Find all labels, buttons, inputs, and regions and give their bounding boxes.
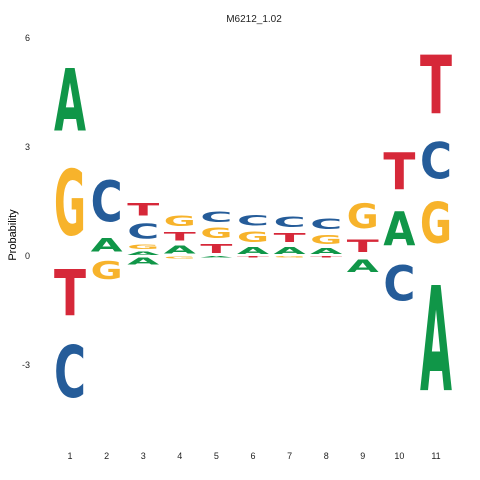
logo-letter-g: G bbox=[274, 256, 306, 258]
y-tick-label: -3 bbox=[22, 360, 30, 370]
logo-letter-c: C bbox=[54, 330, 86, 413]
logo-letter-g: G bbox=[164, 213, 196, 229]
logo-letter-a: A bbox=[127, 256, 160, 267]
logo-letter-a: A bbox=[383, 203, 415, 257]
logo-letters: GATCACGAGCTAATGGTGCAAGCTATCGAGCTTGAATCGC… bbox=[54, 39, 452, 426]
logo-letter-g: G bbox=[420, 192, 452, 257]
logo-letter-t: T bbox=[200, 242, 233, 256]
x-tick-label: 10 bbox=[394, 451, 404, 461]
logo-letter-g: G bbox=[347, 196, 379, 236]
y-tick-label: 6 bbox=[25, 33, 30, 43]
logo-letter-t: T bbox=[310, 256, 343, 258]
logo-letter-g: G bbox=[310, 232, 342, 247]
logo-letter-c: C bbox=[127, 220, 159, 244]
logo-letter-a: A bbox=[127, 251, 159, 256]
x-tick-label: 9 bbox=[360, 451, 365, 461]
logo-letter-g: G bbox=[127, 243, 159, 250]
logo-letter-c: C bbox=[310, 216, 342, 232]
x-tick-label: 7 bbox=[287, 451, 292, 461]
y-tick-label: 3 bbox=[25, 142, 30, 152]
logo-letter-a: A bbox=[274, 245, 307, 256]
logo-letter-t: T bbox=[54, 257, 86, 331]
x-tick-label: 2 bbox=[104, 451, 109, 461]
logo-letter-a: A bbox=[200, 256, 233, 258]
logo-letter-t: T bbox=[237, 256, 270, 258]
logo-letter-g: G bbox=[200, 225, 232, 241]
logo-letter-t: T bbox=[164, 230, 197, 244]
logo-letter-a: A bbox=[347, 257, 380, 276]
logo-letter-t: T bbox=[383, 141, 415, 201]
logo-letter-g: G bbox=[237, 229, 269, 245]
y-axis-label: Probability bbox=[7, 209, 19, 261]
logo-letter-c: C bbox=[383, 256, 415, 313]
x-tick-label: 8 bbox=[324, 451, 329, 461]
x-tick-label: 6 bbox=[250, 451, 255, 461]
logo-letter-g: G bbox=[91, 256, 123, 285]
logo-letter-a: A bbox=[310, 247, 342, 256]
logo-letter-c: C bbox=[91, 170, 123, 235]
logo-letter-c: C bbox=[274, 214, 306, 230]
logo-letter-a: A bbox=[54, 51, 86, 150]
x-tick-label: 4 bbox=[177, 451, 182, 461]
logo-letter-g: G bbox=[54, 153, 86, 257]
logo-letter-c: C bbox=[420, 134, 452, 191]
logo-letter-t: T bbox=[127, 200, 159, 220]
logo-letter-a: A bbox=[237, 245, 270, 256]
logo-letter-a: A bbox=[164, 244, 197, 257]
logo-letter-t: T bbox=[347, 236, 379, 256]
y-tick-label: 0 bbox=[25, 251, 30, 261]
chart-title: M6212_1.02 bbox=[226, 14, 282, 25]
logo-letter-t: T bbox=[274, 231, 307, 245]
x-tick-label: 1 bbox=[67, 451, 72, 461]
x-tick-label: 3 bbox=[141, 451, 146, 461]
logo-letter-t: T bbox=[420, 39, 452, 133]
x-tick-label: 5 bbox=[214, 451, 219, 461]
logo-letter-c: C bbox=[237, 212, 269, 228]
logo-letter-a: A bbox=[91, 234, 123, 256]
logo-letter-a: A bbox=[420, 258, 452, 425]
y-axis-ticks: 6 3 0 -3 bbox=[22, 33, 30, 370]
logo-letter-c: C bbox=[200, 209, 232, 225]
x-axis-ticks: 1 2 3 4 5 6 7 8 9 10 11 bbox=[67, 451, 440, 461]
logo-letter-g: G bbox=[164, 256, 196, 259]
x-tick-label: 11 bbox=[431, 451, 440, 461]
